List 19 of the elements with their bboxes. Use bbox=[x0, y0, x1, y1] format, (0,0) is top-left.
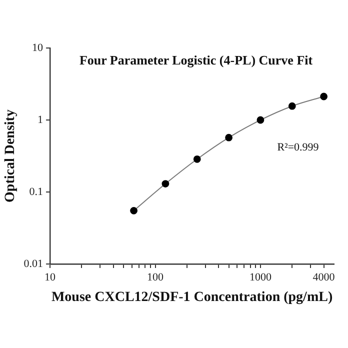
y-tick-label: 1 bbox=[38, 114, 44, 126]
y-tick-label: 10 bbox=[32, 42, 44, 54]
point bbox=[256, 116, 264, 124]
y-tick-label: 0.1 bbox=[29, 186, 44, 198]
y-tick-label: 0.01 bbox=[24, 258, 44, 270]
x-axis-title: Mouse CXCL12/SDF-1 Concentration (pg/mL) bbox=[51, 290, 333, 306]
chart-title: Four Parameter Logistic (4-PL) Curve Fit bbox=[79, 52, 314, 68]
annotation: R²=0.999 bbox=[277, 141, 320, 154]
point bbox=[162, 180, 170, 188]
y-axis-title: Optical Density bbox=[3, 110, 18, 202]
point bbox=[320, 92, 328, 100]
point bbox=[130, 206, 138, 214]
x-tick-label: 100 bbox=[147, 271, 164, 284]
x-tick-label: 10 bbox=[44, 271, 56, 284]
x-tick-label: 4000 bbox=[312, 271, 336, 284]
point bbox=[288, 102, 296, 110]
point bbox=[225, 134, 232, 142]
x-tick-label: 1000 bbox=[249, 271, 272, 284]
point bbox=[193, 155, 201, 163]
